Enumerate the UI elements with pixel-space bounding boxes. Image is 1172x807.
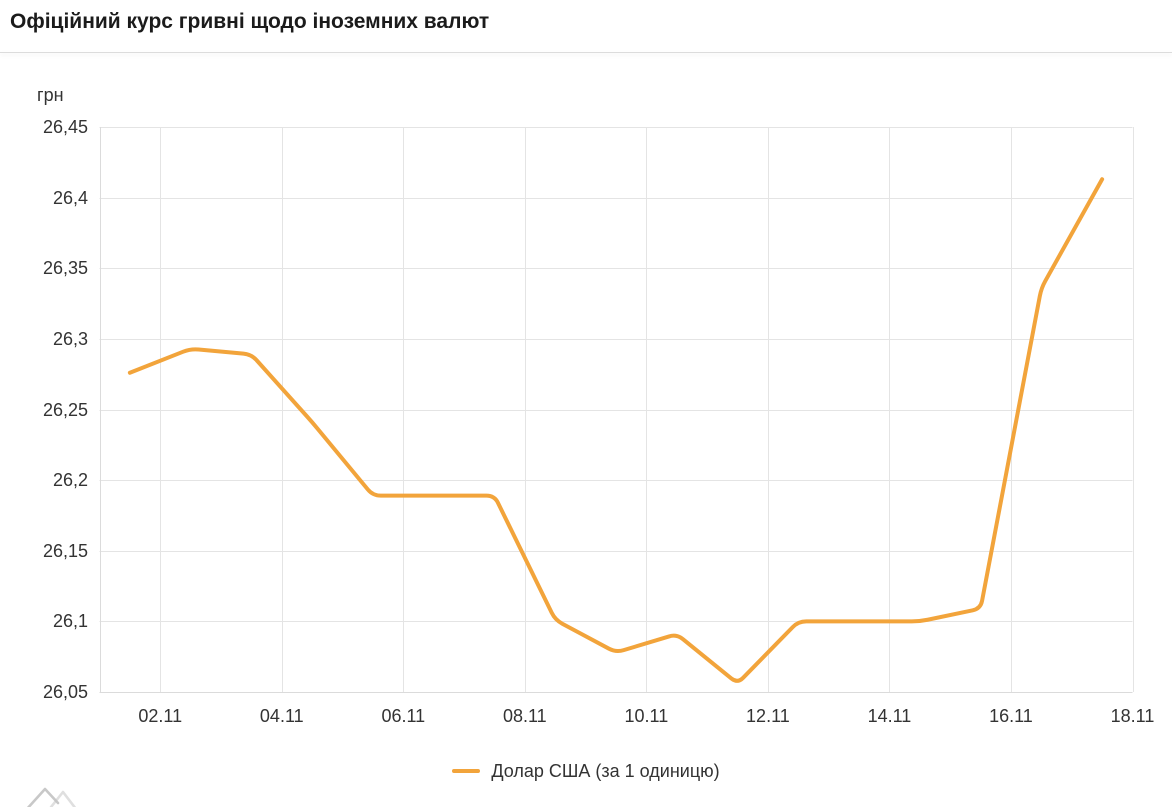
y-tick-label: 26,1 (52, 611, 88, 631)
y-tick-label: 26,3 (52, 329, 88, 349)
y-axis-unit-label: грн (37, 85, 64, 105)
x-tick-label: 14.11 (867, 706, 912, 726)
x-tick-label: 10.11 (624, 706, 669, 726)
x-tick-label: 04.11 (259, 706, 304, 726)
x-tick-label: 12.11 (746, 706, 790, 726)
x-tick-label: 06.11 (381, 706, 426, 726)
legend-line-swatch (452, 769, 481, 773)
series-line-usd (127, 177, 1105, 683)
y-tick-label: 26,15 (42, 541, 88, 561)
y-tick-label: 26,2 (52, 470, 88, 490)
x-tick-label: 16.11 (989, 706, 1033, 726)
y-tick-label: 26,45 (42, 117, 88, 137)
legend-item-usd[interactable]: Долар США (за 1 одиницю) (452, 758, 720, 784)
chart-legend: Долар США (за 1 одиницю) (0, 758, 1172, 784)
page-title: Офіційний курс гривні щодо іноземних вал… (10, 10, 490, 33)
mountain-chart-watermark-icon (26, 787, 77, 807)
y-tick-label: 26,05 (42, 682, 88, 702)
y-tick-label: 26,35 (42, 258, 88, 278)
y-tick-label: 26,25 (42, 400, 88, 420)
x-tick-label: 18.11 (1110, 706, 1155, 726)
x-tick-label: 02.11 (138, 706, 183, 726)
legend-label: Долар США (за 1 одиницю) (491, 761, 720, 781)
y-tick-label: 26,4 (52, 188, 88, 208)
x-tick-label: 08.11 (502, 706, 547, 726)
header-divider (0, 52, 1172, 53)
